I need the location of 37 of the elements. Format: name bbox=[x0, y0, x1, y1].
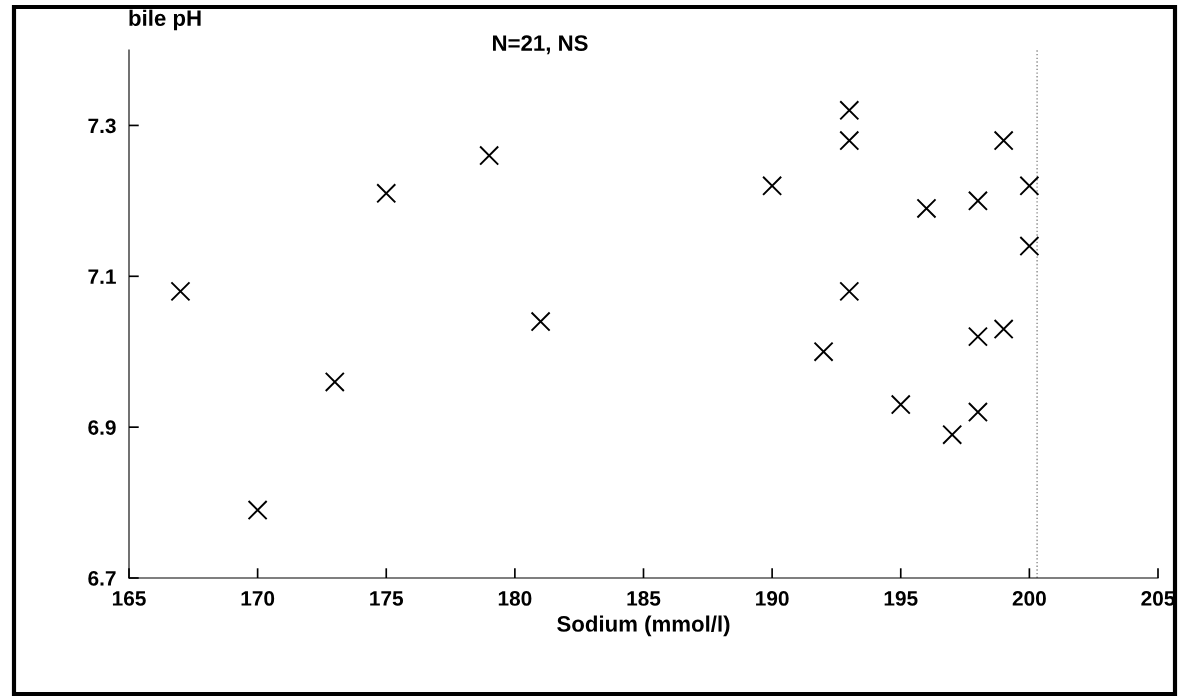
x-tick-label: 205 bbox=[1141, 591, 1175, 606]
y-axis-title: bile pH bbox=[129, 9, 201, 31]
point bbox=[839, 100, 860, 121]
point bbox=[170, 281, 191, 302]
x-tick-label: 170 bbox=[241, 591, 275, 606]
y-tick-label: 6.9 bbox=[88, 420, 116, 435]
point bbox=[530, 311, 551, 332]
point bbox=[376, 183, 397, 204]
point bbox=[839, 130, 860, 151]
point bbox=[813, 341, 834, 362]
y-tick-label: 7.3 bbox=[88, 118, 116, 134]
point bbox=[993, 130, 1014, 151]
point bbox=[942, 424, 963, 445]
x-tick-label: 200 bbox=[1012, 591, 1046, 606]
point bbox=[1019, 175, 1040, 196]
point bbox=[967, 402, 988, 423]
point bbox=[993, 319, 1014, 340]
x-tick-label: 185 bbox=[627, 591, 661, 606]
x-tick-label: 195 bbox=[884, 591, 918, 606]
point bbox=[247, 500, 268, 521]
x-tick-label: 190 bbox=[756, 591, 789, 606]
x-tick-label: 165 bbox=[112, 591, 146, 606]
chart-title: N=21, NS bbox=[493, 35, 588, 55]
x-axis-title: Sodium (mmol/l) bbox=[557, 615, 730, 637]
x-tick-label: 180 bbox=[498, 591, 532, 606]
point bbox=[1019, 236, 1040, 257]
point bbox=[839, 281, 860, 302]
point bbox=[967, 190, 988, 211]
point bbox=[762, 175, 783, 196]
point bbox=[324, 371, 345, 392]
y-tick-label: 7.1 bbox=[88, 269, 116, 284]
point bbox=[479, 145, 500, 166]
point bbox=[916, 198, 937, 219]
x-tick-label: 175 bbox=[370, 591, 404, 606]
point bbox=[890, 394, 911, 415]
point bbox=[967, 326, 988, 347]
y-tick-label: 6.7 bbox=[88, 571, 116, 586]
